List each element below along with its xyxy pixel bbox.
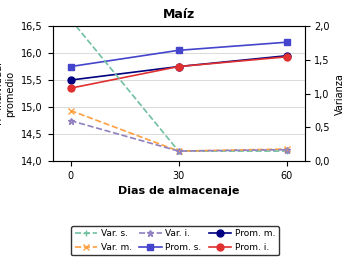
- X-axis label: Dias de almacenaje: Dias de almacenaje: [118, 186, 239, 197]
- Legend: Var. s., Var. m., Var. i., Prom. s., Prom. m., Prom. i.: Var. s., Var. m., Var. i., Prom. s., Pro…: [71, 226, 279, 256]
- Y-axis label: Varianza: Varianza: [335, 73, 345, 115]
- Title: Maíz: Maíz: [162, 8, 195, 21]
- Y-axis label: H° Individual
promedio: H° Individual promedio: [0, 62, 15, 125]
